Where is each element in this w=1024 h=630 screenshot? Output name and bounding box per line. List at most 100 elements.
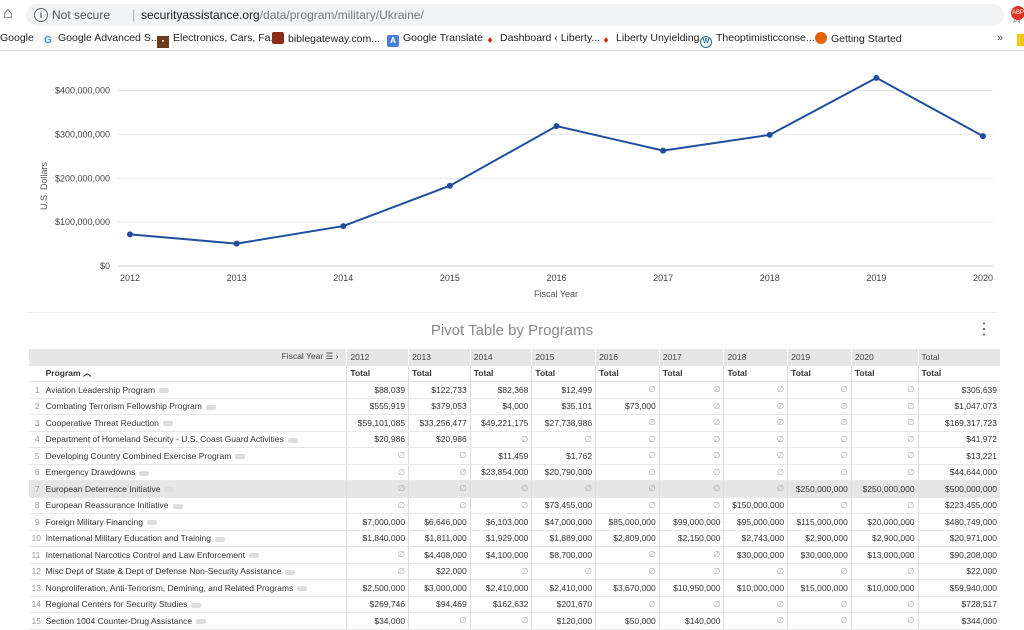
bookmark-item[interactable]: ▪ Electronics, Cars, Fa... (157, 32, 279, 48)
table-row[interactable]: 11 International Narcotics Control and La… (28, 546, 1000, 564)
year-header[interactable]: 2014 (469, 349, 532, 366)
bookmark-item[interactable]: G Google Advanced S... (42, 32, 159, 47)
data-point[interactable] (660, 147, 667, 154)
fiscal-year-header[interactable]: Fiscal Year ☰ › (27, 349, 347, 366)
program-name[interactable]: Regional Centers for Security Studies (42, 596, 347, 613)
year-header[interactable]: 2018 (723, 349, 788, 366)
program-name[interactable]: Department of Homeland Security - U.S. C… (42, 431, 347, 448)
data-point[interactable] (446, 182, 453, 189)
data-point[interactable] (233, 240, 240, 247)
folder-icon[interactable] (1017, 34, 1024, 46)
table-row[interactable]: 7 European Deterrence Initiative ∅ ∅ ∅ ∅ ∅ ∅ ∅ $2… (28, 480, 1000, 498)
table-row[interactable]: 12 Misc Dept of State & Dept of Defense N… (28, 563, 1000, 580)
year-header[interactable]: 2017 (658, 349, 724, 366)
data-point[interactable] (873, 74, 880, 81)
home-icon[interactable]: ⌂ (3, 5, 13, 22)
bookmark-item[interactable]: ♦ Liberty Unyielding (600, 32, 699, 47)
null-cell: ∅ (658, 546, 724, 564)
table-row[interactable]: 14 Regional Centers for Security Studies $… (28, 596, 1000, 613)
null-cell: ∅ (595, 563, 660, 580)
ellipsis-icon[interactable] (139, 470, 150, 476)
program-name[interactable]: Aviation Leadership Program (42, 381, 347, 399)
program-name[interactable]: Cooperative Threat Reduction (42, 414, 347, 432)
more-options-icon[interactable]: ⋮ (976, 321, 992, 338)
ellipsis-icon[interactable] (205, 404, 216, 410)
year-header[interactable]: 2020 (850, 349, 919, 366)
row-number: 14 (28, 596, 43, 613)
table-row[interactable]: 15 Section 1004 Counter-Drug Assistance $3… (28, 612, 1000, 630)
more-bookmarks-button[interactable]: » (997, 32, 1004, 44)
sort-up-icon[interactable]: ︿ (82, 368, 92, 379)
x-axis-ticks: 2012 2013 2014 2015 2016 2017 2018 2019 2020 (120, 273, 993, 283)
program-name[interactable]: Developing Country Combined Exercise Pro… (42, 447, 347, 465)
data-point[interactable] (766, 131, 773, 138)
info-icon[interactable]: i (34, 8, 48, 22)
null-cell: ∅ (658, 381, 724, 399)
value-cell: $2,900,000 (850, 530, 919, 547)
program-name[interactable]: Nonproliferation, Anti-Terrorism, Demini… (42, 579, 347, 597)
program-name[interactable]: International Military Education and Tra… (42, 530, 347, 547)
not-secure-label[interactable]: Not secure (52, 8, 111, 22)
table-row[interactable]: 5 Developing Country Combined Exercise Pr… (28, 447, 1000, 465)
chevron-right-icon[interactable]: › (335, 351, 339, 362)
bookmark-item[interactable]: Google (0, 32, 34, 44)
table-row[interactable]: 9 Foreign Military Financing $7,000,000 $6,… (28, 513, 1000, 531)
program-header[interactable]: Program ︿ (42, 365, 347, 382)
year-header[interactable]: 2019 (787, 349, 852, 366)
bookmark-item[interactable]: A Google Translate (387, 32, 483, 47)
table-row[interactable]: 6 Emergency Drawdowns ∅ ∅ $23,854,000 $20,790… (28, 464, 1000, 481)
table-row[interactable]: 10 International Military Education and T… (28, 530, 1000, 547)
ellipsis-icon[interactable] (146, 520, 157, 525)
ellipsis-icon[interactable] (297, 586, 308, 591)
program-name[interactable]: Section 1004 Counter-Drug Assistance (42, 612, 347, 630)
table-row[interactable]: 1 Aviation Leadership Program $88,039 $122,… (28, 381, 1000, 399)
program-label: Department of Homeland Security - U.S. C… (45, 434, 284, 445)
bookmark-item[interactable]: W Theoptimisticconse... (700, 32, 815, 48)
ellipsis-icon[interactable] (215, 536, 226, 542)
bookmark-item[interactable]: ♦ Dashboard ‹ Liberty... (484, 32, 600, 47)
ellipsis-icon[interactable] (235, 454, 246, 459)
year-header[interactable]: 2012 (346, 349, 409, 366)
ellipsis-icon[interactable] (164, 487, 175, 492)
year-header[interactable]: 2016 (595, 349, 660, 366)
table-row[interactable]: 3 Cooperative Threat Reduction $59,101,085… (28, 414, 1000, 432)
data-point[interactable] (980, 133, 986, 140)
program-name[interactable]: Foreign Military Financing (42, 513, 347, 531)
value-cell: $2,500,000 (346, 579, 409, 597)
table-row[interactable]: 4 Department of Homeland Security - U.S. … (28, 431, 1000, 448)
sub-total-header: Total (408, 365, 471, 382)
address-bar[interactable]: i Not secure | securityassistance.org/da… (26, 4, 1023, 27)
bookmark-item[interactable]: biblegateway.com... (272, 32, 380, 45)
ellipsis-icon[interactable] (162, 421, 173, 426)
total-header[interactable]: Total (917, 349, 1000, 366)
ellipsis-icon[interactable] (159, 388, 170, 393)
ellipsis-icon[interactable] (172, 503, 183, 509)
ellipsis-icon[interactable] (249, 553, 260, 558)
bookmark-item[interactable]: Getting Started (815, 32, 902, 45)
table-row[interactable]: 2 Combating Terrorism Fellowship Program $… (28, 398, 1000, 415)
program-name[interactable]: International Narcotics Control and Law … (42, 546, 347, 564)
data-point[interactable] (127, 231, 133, 238)
program-name[interactable]: Combating Terrorism Fellowship Program (42, 398, 347, 415)
program-name[interactable]: Emergency Drawdowns (42, 464, 347, 481)
value-cell: $30,000,000 (723, 546, 788, 564)
filter-icon[interactable]: ☰ (325, 351, 334, 362)
program-name[interactable]: European Reassurance Initiative (42, 497, 347, 514)
table-row[interactable]: 13 Nonproliferation, Anti-Terrorism, Demi… (28, 579, 1000, 597)
ellipsis-icon[interactable] (196, 619, 207, 624)
url-text[interactable]: securityassistance.org/data/program/mili… (141, 8, 424, 22)
row-number: 10 (28, 530, 43, 547)
adblock-extension-icon[interactable]: ABP (1011, 6, 1024, 20)
value-cell: $22,000 (917, 563, 1000, 580)
data-point[interactable] (340, 223, 347, 230)
program-name[interactable]: Misc Dept of State & Dept of Defense Non… (42, 563, 347, 580)
year-header[interactable]: 2015 (531, 349, 596, 366)
ellipsis-icon[interactable] (191, 602, 202, 608)
data-point[interactable] (553, 123, 560, 130)
ellipsis-icon[interactable] (287, 437, 298, 443)
ellipsis-icon[interactable] (285, 569, 296, 575)
year-header[interactable]: 2013 (408, 349, 471, 366)
table-row[interactable]: 8 European Reassurance Initiative ∅ ∅ ∅ $73,4… (28, 497, 1000, 514)
value-cell: $34,000 (346, 612, 409, 630)
program-name[interactable]: European Deterrence Initiative (42, 480, 347, 498)
